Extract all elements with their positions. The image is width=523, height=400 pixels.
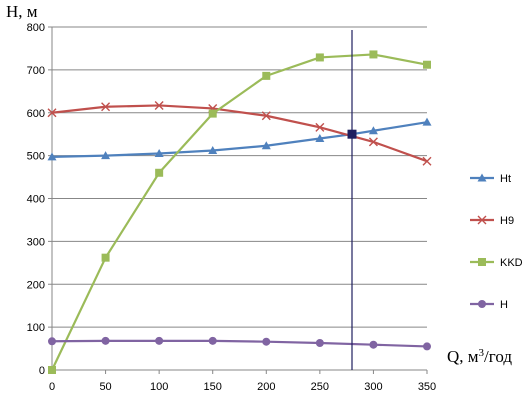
- point-h9-50: [101, 102, 111, 112]
- x-axis-title-units: , м: [459, 347, 479, 366]
- point-kkd-250: [315, 53, 324, 62]
- x-tick-label-300: 300: [364, 381, 382, 393]
- legend-label-ht: Ht: [500, 173, 511, 185]
- y-tick-label-500: 500: [27, 151, 45, 163]
- point-kkd-300: [369, 50, 378, 59]
- point-ht-300: [368, 126, 378, 135]
- y-tick-label-300: 300: [27, 236, 45, 248]
- point-kkd-350: [423, 60, 431, 69]
- series-line-h9: [51, 104, 428, 163]
- y-axis-ticks: 0 100 200 300 400 500 600 700 800: [27, 22, 52, 377]
- point-kkd-0: [48, 366, 56, 374]
- y-axis-title: H, м: [6, 2, 38, 21]
- x-axis-title-sup: 3: [479, 347, 485, 359]
- y-tick-label-0: 0: [39, 365, 45, 377]
- x-tick-label-250: 250: [311, 381, 329, 393]
- point-h-0: [48, 337, 56, 346]
- x-axis-title-tail: /год: [484, 347, 512, 366]
- y-tick-label-600: 600: [27, 108, 45, 120]
- x-axis-title: Q, м3/год: [447, 347, 512, 366]
- point-h-250: [315, 338, 324, 347]
- point-kkd-100: [155, 168, 164, 177]
- y-tick-label-100: 100: [27, 322, 45, 334]
- point-h-150: [208, 336, 217, 345]
- point-ht-150: [208, 145, 218, 154]
- point-h-50: [101, 336, 110, 345]
- legend-marker-ht: [477, 173, 487, 182]
- operating-point-group: [347, 30, 357, 370]
- point-h9-100: [154, 100, 164, 110]
- point-kkd-200: [262, 71, 271, 80]
- point-h-350: [423, 342, 431, 351]
- legend-marker-h9: [477, 215, 487, 225]
- point-ht-200: [261, 141, 271, 150]
- operating-point-marker: [347, 129, 357, 139]
- legend: Ht H9 KKD H: [470, 173, 523, 311]
- y-tick-label-800: 800: [27, 22, 45, 34]
- x-tick-label-200: 200: [257, 381, 275, 393]
- y-tick-label-700: 700: [27, 65, 45, 77]
- grid-lines: [52, 26, 427, 328]
- point-kkd-50: [101, 253, 110, 262]
- y-tick-label-200: 200: [27, 279, 45, 291]
- x-tick-label-350: 350: [418, 381, 436, 393]
- x-tick-label-150: 150: [204, 381, 222, 393]
- x-tick-label-100: 100: [150, 381, 168, 393]
- point-h-200: [262, 337, 271, 346]
- series-group: [47, 50, 432, 374]
- legend-marker-kkd: [478, 258, 486, 266]
- point-ht-50: [101, 151, 111, 160]
- point-ht-250: [315, 133, 325, 142]
- x-axis-ticks: 0 50 100 150 200 250 300 350: [49, 370, 436, 393]
- legend-label-h: H: [500, 299, 508, 311]
- y-tick-label-400: 400: [27, 194, 45, 206]
- point-h-100: [155, 336, 164, 345]
- legend-label-kkd: KKD: [500, 257, 523, 269]
- point-ht-0: [47, 152, 57, 161]
- point-h9-300: [368, 137, 378, 147]
- point-h9-200: [261, 111, 271, 121]
- point-h9-250: [315, 122, 325, 132]
- x-axis-title-main: Q: [447, 347, 459, 366]
- point-ht-100: [154, 148, 164, 157]
- series-line-kkd: [51, 53, 428, 371]
- point-h-300: [369, 340, 378, 349]
- legend-marker-h: [478, 300, 486, 308]
- point-kkd-150: [208, 109, 217, 118]
- point-ht-350: [422, 117, 432, 126]
- point-h9-0: [47, 108, 57, 118]
- x-tick-label-0: 0: [49, 381, 55, 393]
- series-line-h: [51, 339, 428, 348]
- legend-label-h9: H9: [500, 215, 514, 227]
- point-h9-350: [422, 156, 432, 166]
- x-tick-label-50: 50: [99, 381, 111, 393]
